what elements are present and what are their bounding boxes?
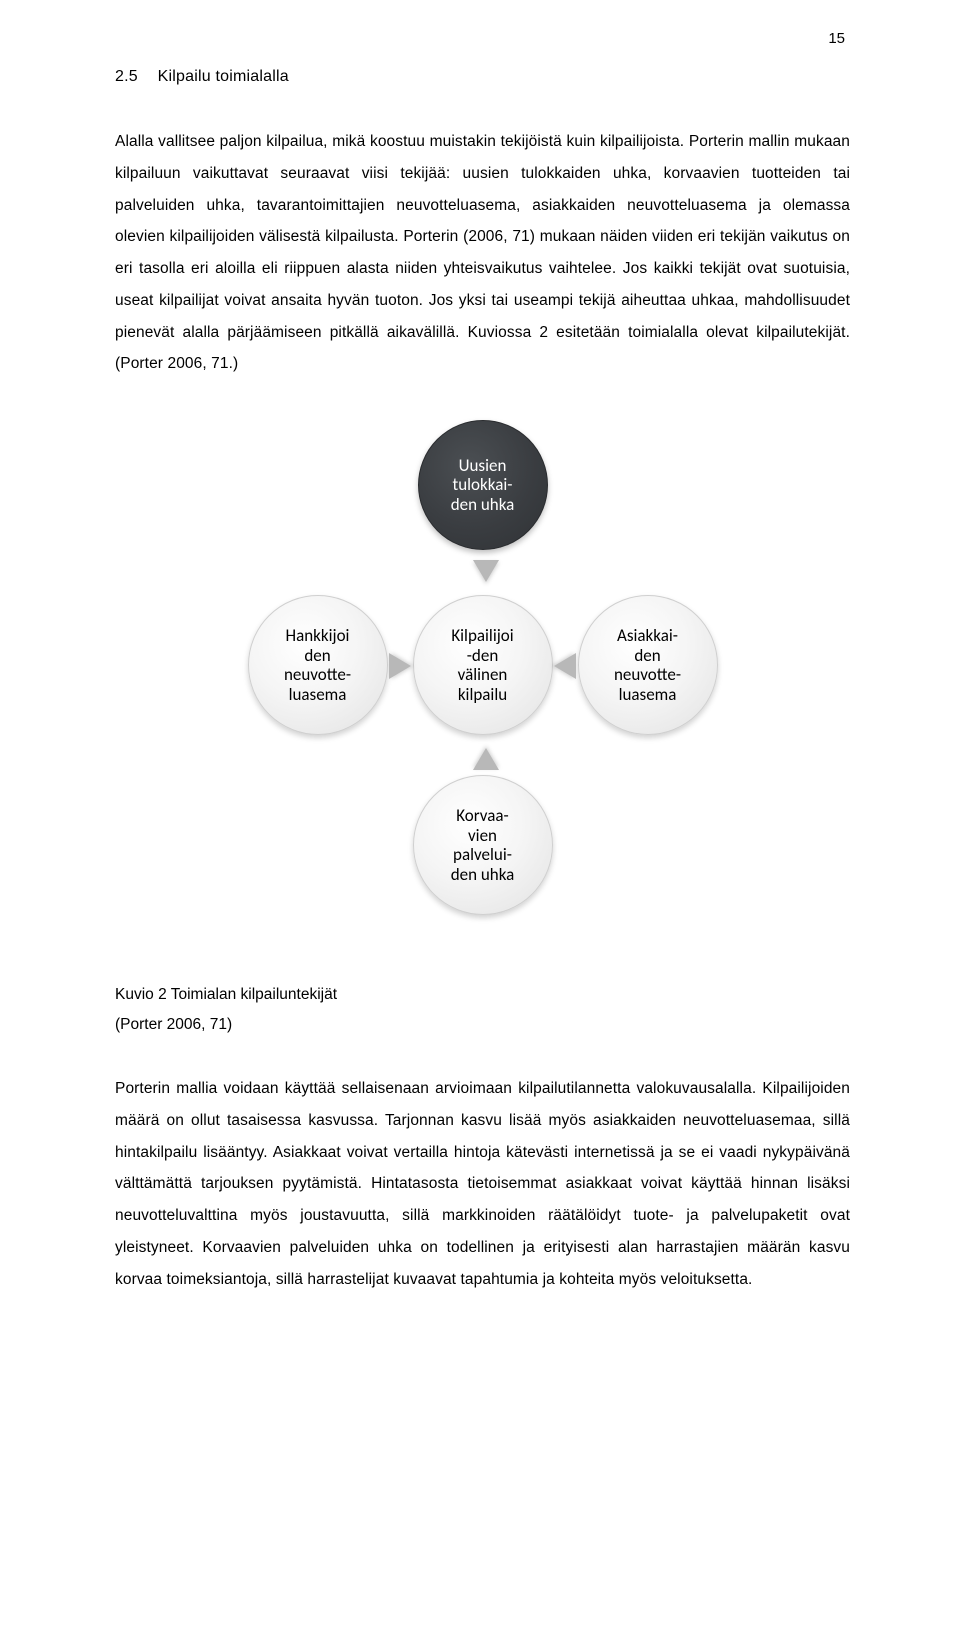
caption-line-1: Kuvio 2 Toimialan kilpailuntekijät: [115, 980, 850, 1009]
node-right: Asiakkai- den neuvotte- luasema: [578, 595, 718, 735]
node-center: Kilpailijoi -den välinen kilpailu: [413, 595, 553, 735]
node-top: Uusien tulokkai- den uhka: [418, 420, 548, 550]
section-title: Kilpailu toimialalla: [158, 68, 289, 85]
node-left: Hankkijoi den neuvotte- luasema: [248, 595, 388, 735]
caption-line-2: (Porter 2006, 71): [115, 1010, 850, 1039]
porter-five-forces-diagram: Uusien tulokkai- den uhka Hankkijoi den …: [233, 420, 733, 930]
page: 15 2.5 Kilpailu toimialalla Alalla valli…: [0, 0, 960, 1651]
paragraph-1: Alalla vallitsee paljon kilpailua, mikä …: [115, 126, 850, 380]
figure-caption: Kuvio 2 Toimialan kilpailuntekijät (Port…: [115, 980, 850, 1039]
paragraph-2: Porterin mallia voidaan käyttää sellaise…: [115, 1073, 850, 1295]
page-number: 15: [828, 30, 845, 47]
arrow-left-icon: [554, 653, 576, 679]
node-bottom: Korvaa- vien palvelui- den uhka: [413, 775, 553, 915]
section-number: 2.5: [115, 68, 153, 86]
arrow-right-icon: [389, 653, 411, 679]
section-heading: 2.5 Kilpailu toimialalla: [115, 68, 850, 86]
arrow-up-icon: [473, 748, 499, 770]
arrow-down-icon: [473, 560, 499, 582]
diagram-container: Uusien tulokkai- den uhka Hankkijoi den …: [115, 420, 850, 930]
